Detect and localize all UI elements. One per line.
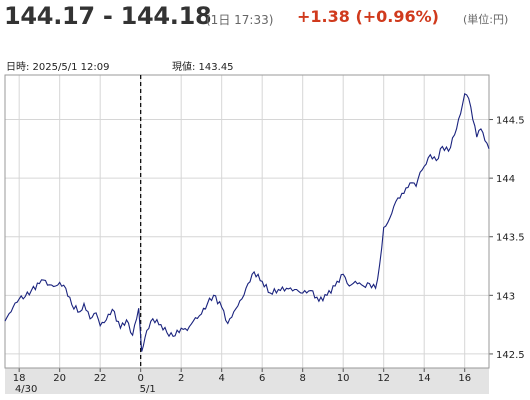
x-tick-label: 20 bbox=[53, 373, 66, 384]
chart-grid bbox=[5, 75, 493, 372]
x-tick-label: 12 bbox=[377, 373, 390, 384]
bid-ask-price: 144.17 - 144.18 bbox=[4, 2, 212, 30]
x-tick-label: 14 bbox=[418, 373, 431, 384]
y-axis-labels: 142.5 143 143.5 144 144.5 bbox=[496, 116, 525, 361]
x-axis-band bbox=[5, 368, 489, 394]
y-tick-label: 144 bbox=[496, 174, 515, 185]
x-tick-label: 10 bbox=[337, 373, 350, 384]
x-tick-label: 0 bbox=[137, 373, 143, 384]
x-axis-labels: 18 20 22 0 2 4 6 8 10 12 14 16 4/30 5/1 bbox=[13, 373, 471, 395]
y-tick-label: 143 bbox=[496, 291, 515, 302]
x-tick-label: 2 bbox=[178, 373, 184, 384]
plot-frame bbox=[4, 74, 490, 369]
x-tick-label: 4 bbox=[218, 373, 224, 384]
x-tick-label: 22 bbox=[94, 373, 107, 384]
x-tick-label: 16 bbox=[458, 373, 471, 384]
y-tick-label: 142.5 bbox=[496, 350, 525, 361]
y-tick-label: 144.5 bbox=[496, 116, 525, 127]
x-tick-label: 18 bbox=[13, 373, 26, 384]
x-date-label: 5/1 bbox=[140, 384, 156, 395]
price-line bbox=[4, 92, 490, 352]
cursor-info-row: 日時: 2025/5/1 12:09 現値: 143.45 bbox=[0, 58, 530, 74]
quote-time: (1日 17:33) bbox=[206, 13, 274, 27]
quote-header: 144.17 - 144.18 (1日 17:33) +1.38 (+0.96%… bbox=[0, 0, 530, 40]
cursor-price: 現値: 143.45 bbox=[172, 62, 234, 73]
x-tick-label: 6 bbox=[259, 373, 265, 384]
x-date-label: 4/30 bbox=[15, 384, 37, 395]
y-tick-label: 143.5 bbox=[496, 233, 525, 244]
price-change: +1.38 (+0.96%) bbox=[297, 7, 439, 26]
cursor-datetime: 日時: 2025/5/1 12:09 bbox=[6, 62, 110, 73]
x-tick-label: 8 bbox=[300, 373, 306, 384]
unit-label: (単位:円) bbox=[463, 13, 509, 26]
